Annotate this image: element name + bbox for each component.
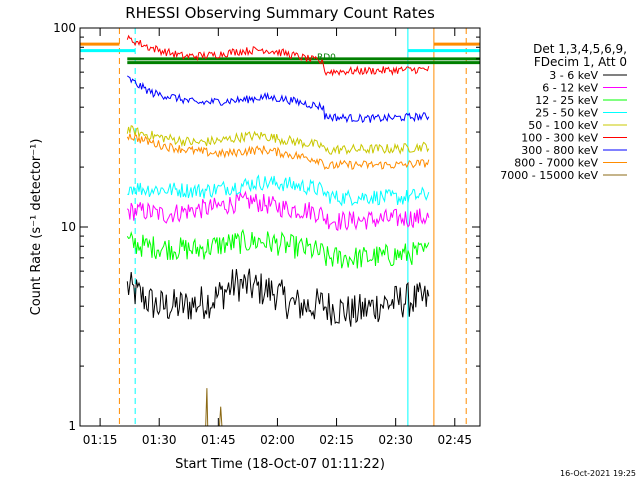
series-300-800keV xyxy=(127,75,430,124)
series-line-1 xyxy=(126,190,430,232)
x-tick-label-2: 01:45 xyxy=(201,433,236,447)
x-tick-label-5: 02:30 xyxy=(378,433,413,447)
series-12-25keV xyxy=(126,228,430,269)
legend-label-8: 7000 - 15000 keV xyxy=(500,169,598,182)
series-line-0 xyxy=(126,268,430,327)
legend-label-0: 3 - 6 keV xyxy=(549,69,598,82)
x-tick-label-1: 01:30 xyxy=(142,433,177,447)
y-tick-label-1: 10 xyxy=(61,220,76,234)
series-100-300keV xyxy=(126,34,430,77)
legend-label-7: 800 - 7000 keV xyxy=(514,157,598,170)
series-line-7 xyxy=(126,133,430,170)
legend-label-3: 25 - 50 keV xyxy=(535,107,598,120)
y-tick-label-2: 100 xyxy=(53,21,76,35)
series-line-2 xyxy=(126,228,430,269)
legend-label-5: 100 - 300 keV xyxy=(521,132,598,145)
legend-header-line-1: Det 1,3,4,5,6,9, xyxy=(533,42,627,56)
legend-label-2: 12 - 25 keV xyxy=(535,94,598,107)
legend-label-4: 50 - 100 keV xyxy=(528,119,598,132)
y-axis-label: Count Rate (s⁻¹ detector⁻¹) xyxy=(29,139,44,316)
series-25-50keV xyxy=(127,174,430,207)
x-tick-label-6: 02:45 xyxy=(437,433,472,447)
legend-label-1: 6 - 12 keV xyxy=(542,82,598,95)
status-bars xyxy=(80,42,480,65)
series-3-6keV xyxy=(126,268,430,327)
footer-date: 16-Oct-2021 19:25 xyxy=(560,469,636,478)
y-tick-label-0: 1 xyxy=(68,419,76,433)
axes: 01:15 01:30 01:45 02:00 02:15 02:30 02:45 1 10 10… xyxy=(53,21,480,447)
series-6-12keV xyxy=(126,190,430,232)
series-50-100keV xyxy=(126,125,430,156)
series-line-4 xyxy=(126,125,430,156)
chart-title: RHESSI Observing Summary Count Rates xyxy=(125,4,435,22)
series-line-5 xyxy=(126,34,430,77)
rd0-annotation: RD0 xyxy=(317,53,336,63)
x-axis-label: Start Time (18-Oct-07 01:11:22) xyxy=(175,457,385,472)
legend-label-6: 300 - 800 keV xyxy=(521,144,598,157)
legend-header-line-2: FDecim 1, Att 0 xyxy=(534,55,627,69)
x-tick-label-0: 01:15 xyxy=(83,433,118,447)
x-tick-label-4: 02:15 xyxy=(319,433,354,447)
series-800-7000keV xyxy=(126,133,430,170)
series-line-6 xyxy=(127,75,430,124)
series-line-3 xyxy=(127,174,430,207)
x-tick-label-3: 02:00 xyxy=(260,433,295,447)
